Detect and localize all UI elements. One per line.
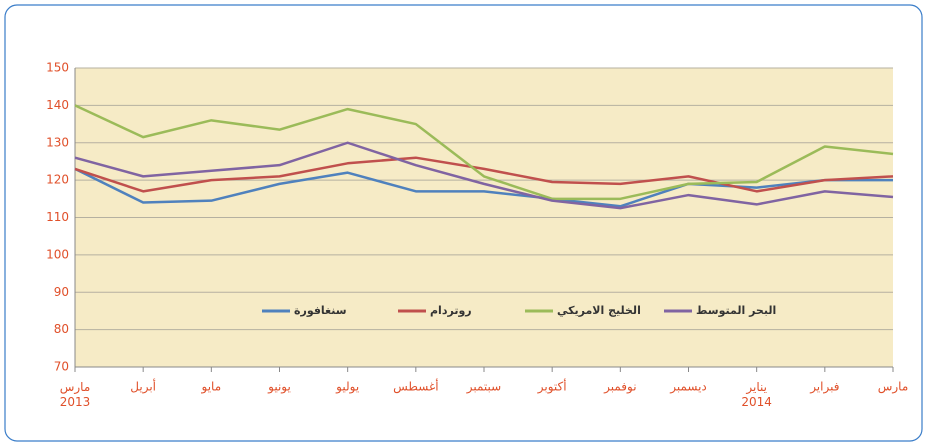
series-line <box>74 104 894 201</box>
y-tick-label: 90 <box>54 285 69 299</box>
x-tick-label: مارس 2013 <box>60 380 91 409</box>
x-tick-label: سبتمبر <box>466 380 501 395</box>
legend-label: سنغافورة <box>294 304 347 317</box>
x-tick-label: يونيو <box>267 380 291 395</box>
series-line <box>74 156 894 193</box>
legend-label: البحر المتوسط <box>696 304 776 317</box>
x-tick-label: فبراير <box>809 380 839 395</box>
y-tick-label: 110 <box>46 210 69 224</box>
y-tick-label: 130 <box>46 135 69 149</box>
x-tick-label: مايو <box>201 380 222 395</box>
x-tick-label: أكتوبر <box>537 379 567 395</box>
legend-label: روتردام <box>430 304 472 317</box>
y-tick-label: 70 <box>54 360 69 374</box>
y-tick-label: 120 <box>46 173 69 187</box>
x-tick-label: أبريل <box>130 379 156 395</box>
series-line <box>74 167 893 208</box>
x-tick-label: يناير 2014 <box>741 380 772 409</box>
y-tick-label: 100 <box>46 247 69 261</box>
y-tick-label: 140 <box>46 98 69 112</box>
x-tick-label: مارس <box>878 380 909 395</box>
x-tick-label: يوليو <box>335 380 359 395</box>
x-tick-label: أغسطس <box>393 379 438 395</box>
x-tick-label: نوفمبر <box>603 380 636 395</box>
x-tick-label: ديسمبر <box>669 380 707 395</box>
y-tick-label: 150 <box>46 61 69 75</box>
y-tick-label: 80 <box>54 322 69 336</box>
legend-label: الخليج الامريكي <box>557 304 641 317</box>
series-line <box>74 141 894 210</box>
